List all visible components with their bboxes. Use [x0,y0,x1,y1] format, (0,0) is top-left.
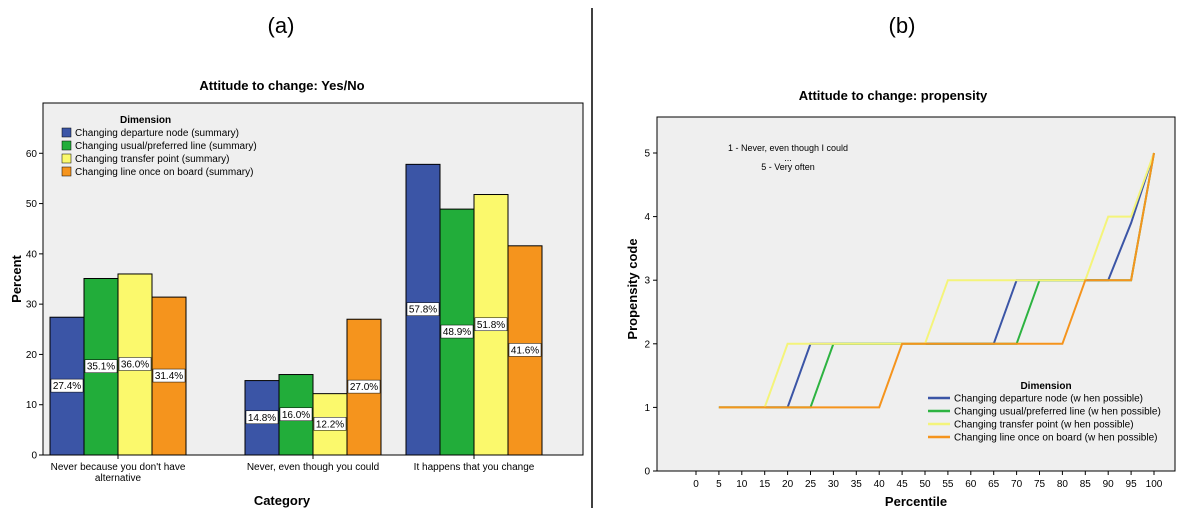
chart-b-ytick-label: 1 [644,403,650,414]
chart-a-category-label: alternative [95,473,142,484]
chart-b-ylabel: Propensity code [625,238,640,339]
chart-a-legend-entry: Changing transfer point (summary) [75,154,230,165]
chart-b-ytick-label: 5 [644,149,650,160]
panel-a-label: (a) [268,13,295,38]
chart-a-datalabel: 51.8% [477,320,505,331]
chart-a-legend-swatch [61,166,72,177]
chart-a-category-label: Never, even though you could [247,462,379,473]
chart-a-datalabel: 14.8% [248,413,276,424]
chart-b-legend-title: Dimension [1020,381,1071,392]
chart-a-title: Attitude to change: Yes/No [199,78,364,93]
chart-a-datalabel-box [406,302,440,316]
chart-b-xtick-label: 35 [851,479,863,490]
chart-b-xtick-label: 100 [1146,479,1163,490]
chart-b-xtick-label: 85 [1080,479,1092,490]
chart-b-xtick-label: 95 [1126,479,1138,490]
chart-a-datalabel-box [440,324,474,339]
chart-a-datalabel-box [84,359,118,373]
chart-a-ytick-label: 30 [26,300,38,311]
chart-b-series-line [718,152,1155,409]
chart-a-datalabel: 36.0% [121,359,149,370]
chart-a-ytick-label: 0 [31,451,37,462]
chart-a-ylabel: Percent [9,254,24,302]
chart-b-xtick-label: 30 [828,479,840,490]
chart-a: Attitude to change: Yes/No Category Perc… [9,78,584,508]
chart-a-ytick-label: 60 [26,149,38,160]
chart-b-xtick-label: 25 [805,479,817,490]
chart-b-xtick-label: 45 [897,479,909,490]
chart-b-xtick-label: 50 [919,479,931,490]
chart-a-ytick-label: 20 [26,350,38,361]
chart-b-xtick-label: 65 [988,479,1000,490]
chart-b-xtick-label: 80 [1057,479,1069,490]
chart-a-datalabel: 12.2% [316,419,344,430]
chart-b-note-line2: ... [784,153,792,163]
chart-a-legend-title: Dimension [120,115,171,126]
chart-b-ytick-label: 0 [644,467,650,478]
chart-b-legend-entry: Changing line once on board (w hen possi… [954,433,1157,444]
chart-b: Attitude to change: propensity Percentil… [625,88,1176,509]
chart-b-title: Attitude to change: propensity [799,88,988,103]
chart-b-ytick-label: 2 [644,339,650,350]
chart-a-datalabel-box [313,417,347,431]
chart-a-legend-swatch [61,127,72,138]
chart-b-xtick-label: 20 [782,479,794,490]
chart-a-ytick-label: 10 [26,400,38,411]
chart-a-ytick-label: 50 [26,199,38,210]
chart-b-ytick-label: 4 [644,212,650,223]
chart-a-datalabel-box [245,410,279,425]
chart-b-xtick-label: 15 [759,479,771,490]
chart-a-datalabel-box [347,379,381,394]
chart-a-legend-swatch [61,140,72,151]
chart-a-legend-swatch [61,153,72,164]
chart-b-note-line3: 5 - Very often [761,162,815,172]
chart-b-xtick-label: 0 [693,479,699,490]
chart-a-category-label: Never because you don't have [51,462,186,473]
chart-b-legend-entry: Changing transfer point (w hen possible) [954,420,1134,431]
chart-a-legend-entry: Changing departure node (summary) [75,128,239,139]
chart-b-xtick-label: 60 [965,479,977,490]
chart-a-datalabel-box [118,357,152,371]
chart-b-xtick-label: 70 [1011,479,1023,490]
chart-a-xlabel: Category [254,493,311,508]
chart-b-series-line [718,152,1155,409]
chart-b-xlabel: Percentile [885,494,947,509]
chart-a-datalabel: 31.4% [155,371,183,382]
chart-b-ytick-label: 3 [644,276,650,287]
chart-b-series-line [718,152,1155,409]
chart-b-legend-entry: Changing departure node (w hen possible) [954,394,1143,405]
chart-a-datalabel-box [152,368,186,383]
chart-a-datalabel: 27.0% [350,382,378,393]
chart-a-legend-entry: Changing usual/preferred line (summary) [75,141,257,152]
chart-b-xtick-label: 75 [1034,479,1046,490]
chart-a-category-label: It happens that you change [414,462,535,473]
chart-b-plot-area [656,116,1176,472]
chart-a-datalabel-box [279,407,313,422]
panel-b-label: (b) [889,13,916,38]
chart-b-xtick-label: 55 [942,479,954,490]
chart-a-datalabel-box [474,317,508,332]
chart-b-note-line1: 1 - Never, even though I could [728,143,848,153]
chart-a-datalabel: 41.6% [511,345,539,356]
chart-b-xtick-label: 90 [1103,479,1115,490]
chart-b-xtick-label: 40 [874,479,886,490]
chart-a-datalabel: 57.8% [409,305,437,316]
chart-a-ytick-label: 40 [26,249,38,260]
chart-b-xtick-label: 5 [716,479,722,490]
chart-a-datalabel: 16.0% [282,410,310,421]
chart-a-legend-entry: Changing line once on board (summary) [75,167,253,178]
chart-a-datalabel-box [50,378,84,393]
chart-a-datalabel-box [508,343,542,357]
chart-b-xtick-label: 10 [736,479,748,490]
chart-a-datalabel: 48.9% [443,327,471,338]
chart-a-datalabel: 27.4% [53,381,81,392]
chart-b-legend-entry: Changing usual/preferred line (w hen pos… [954,407,1161,418]
chart-a-datalabel: 35.1% [87,362,115,373]
